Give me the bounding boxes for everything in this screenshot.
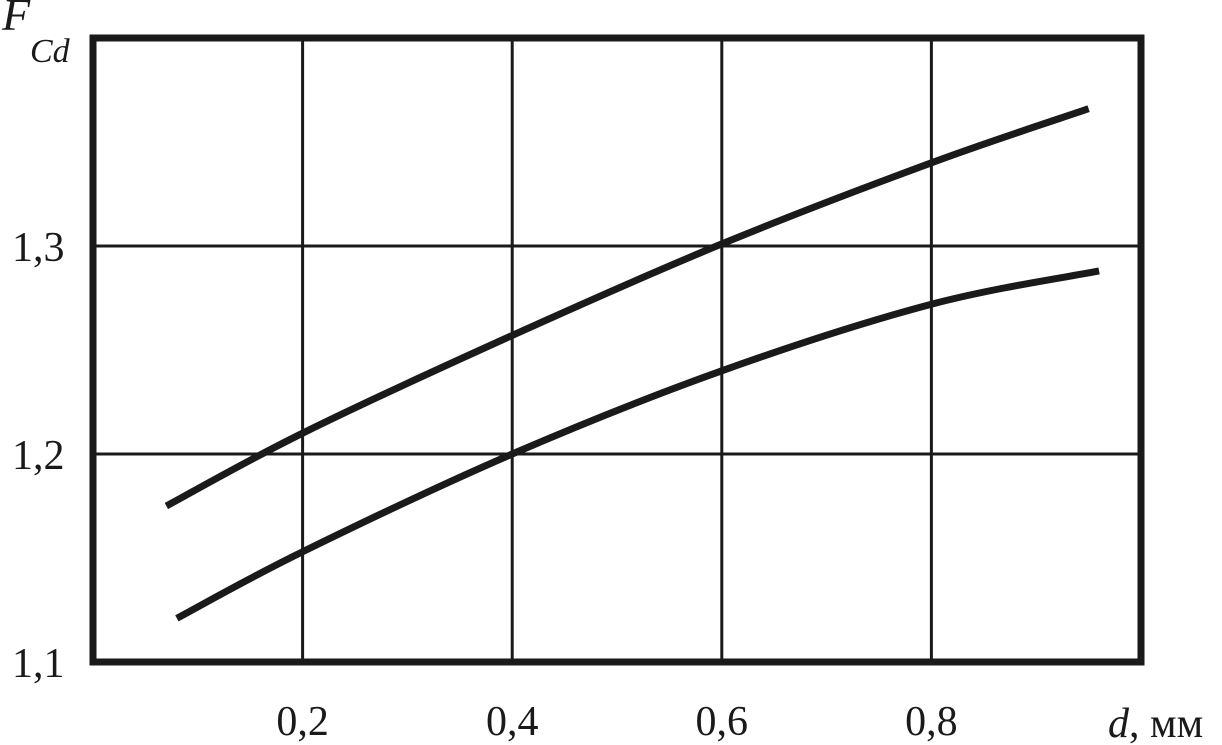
- grid: [93, 38, 1141, 662]
- series-line-1: [164, 105, 1090, 510]
- x-tick-label: 0,6: [696, 699, 749, 745]
- y-tick-label: 1,3: [12, 225, 65, 271]
- y-axis-title: F: [1, 0, 31, 40]
- y-axis-subscript: Cd: [30, 33, 71, 70]
- x-tick-label: 0,8: [905, 699, 958, 745]
- y-tick-label: 1,2: [12, 433, 65, 479]
- x-axis-unit: , мм: [1129, 701, 1203, 745]
- x-axis-symbol: d: [1108, 701, 1130, 745]
- plot-frame: [89, 34, 1145, 666]
- tick-labels: 0,2 0,4 0,6 0,8 1,1 1,2 1,3: [12, 225, 958, 745]
- x-axis-title: d, мм: [1108, 701, 1203, 745]
- y-tick-label: 1,1: [12, 641, 65, 687]
- series-line-2: [175, 267, 1100, 622]
- x-tick-label: 0,2: [276, 699, 329, 745]
- y-axis-symbol: F: [1, 0, 31, 40]
- x-tick-label: 0,4: [486, 699, 539, 745]
- series-group: [164, 105, 1100, 622]
